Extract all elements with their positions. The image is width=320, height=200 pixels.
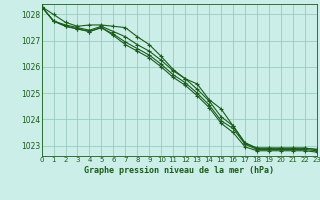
X-axis label: Graphe pression niveau de la mer (hPa): Graphe pression niveau de la mer (hPa) (84, 166, 274, 175)
